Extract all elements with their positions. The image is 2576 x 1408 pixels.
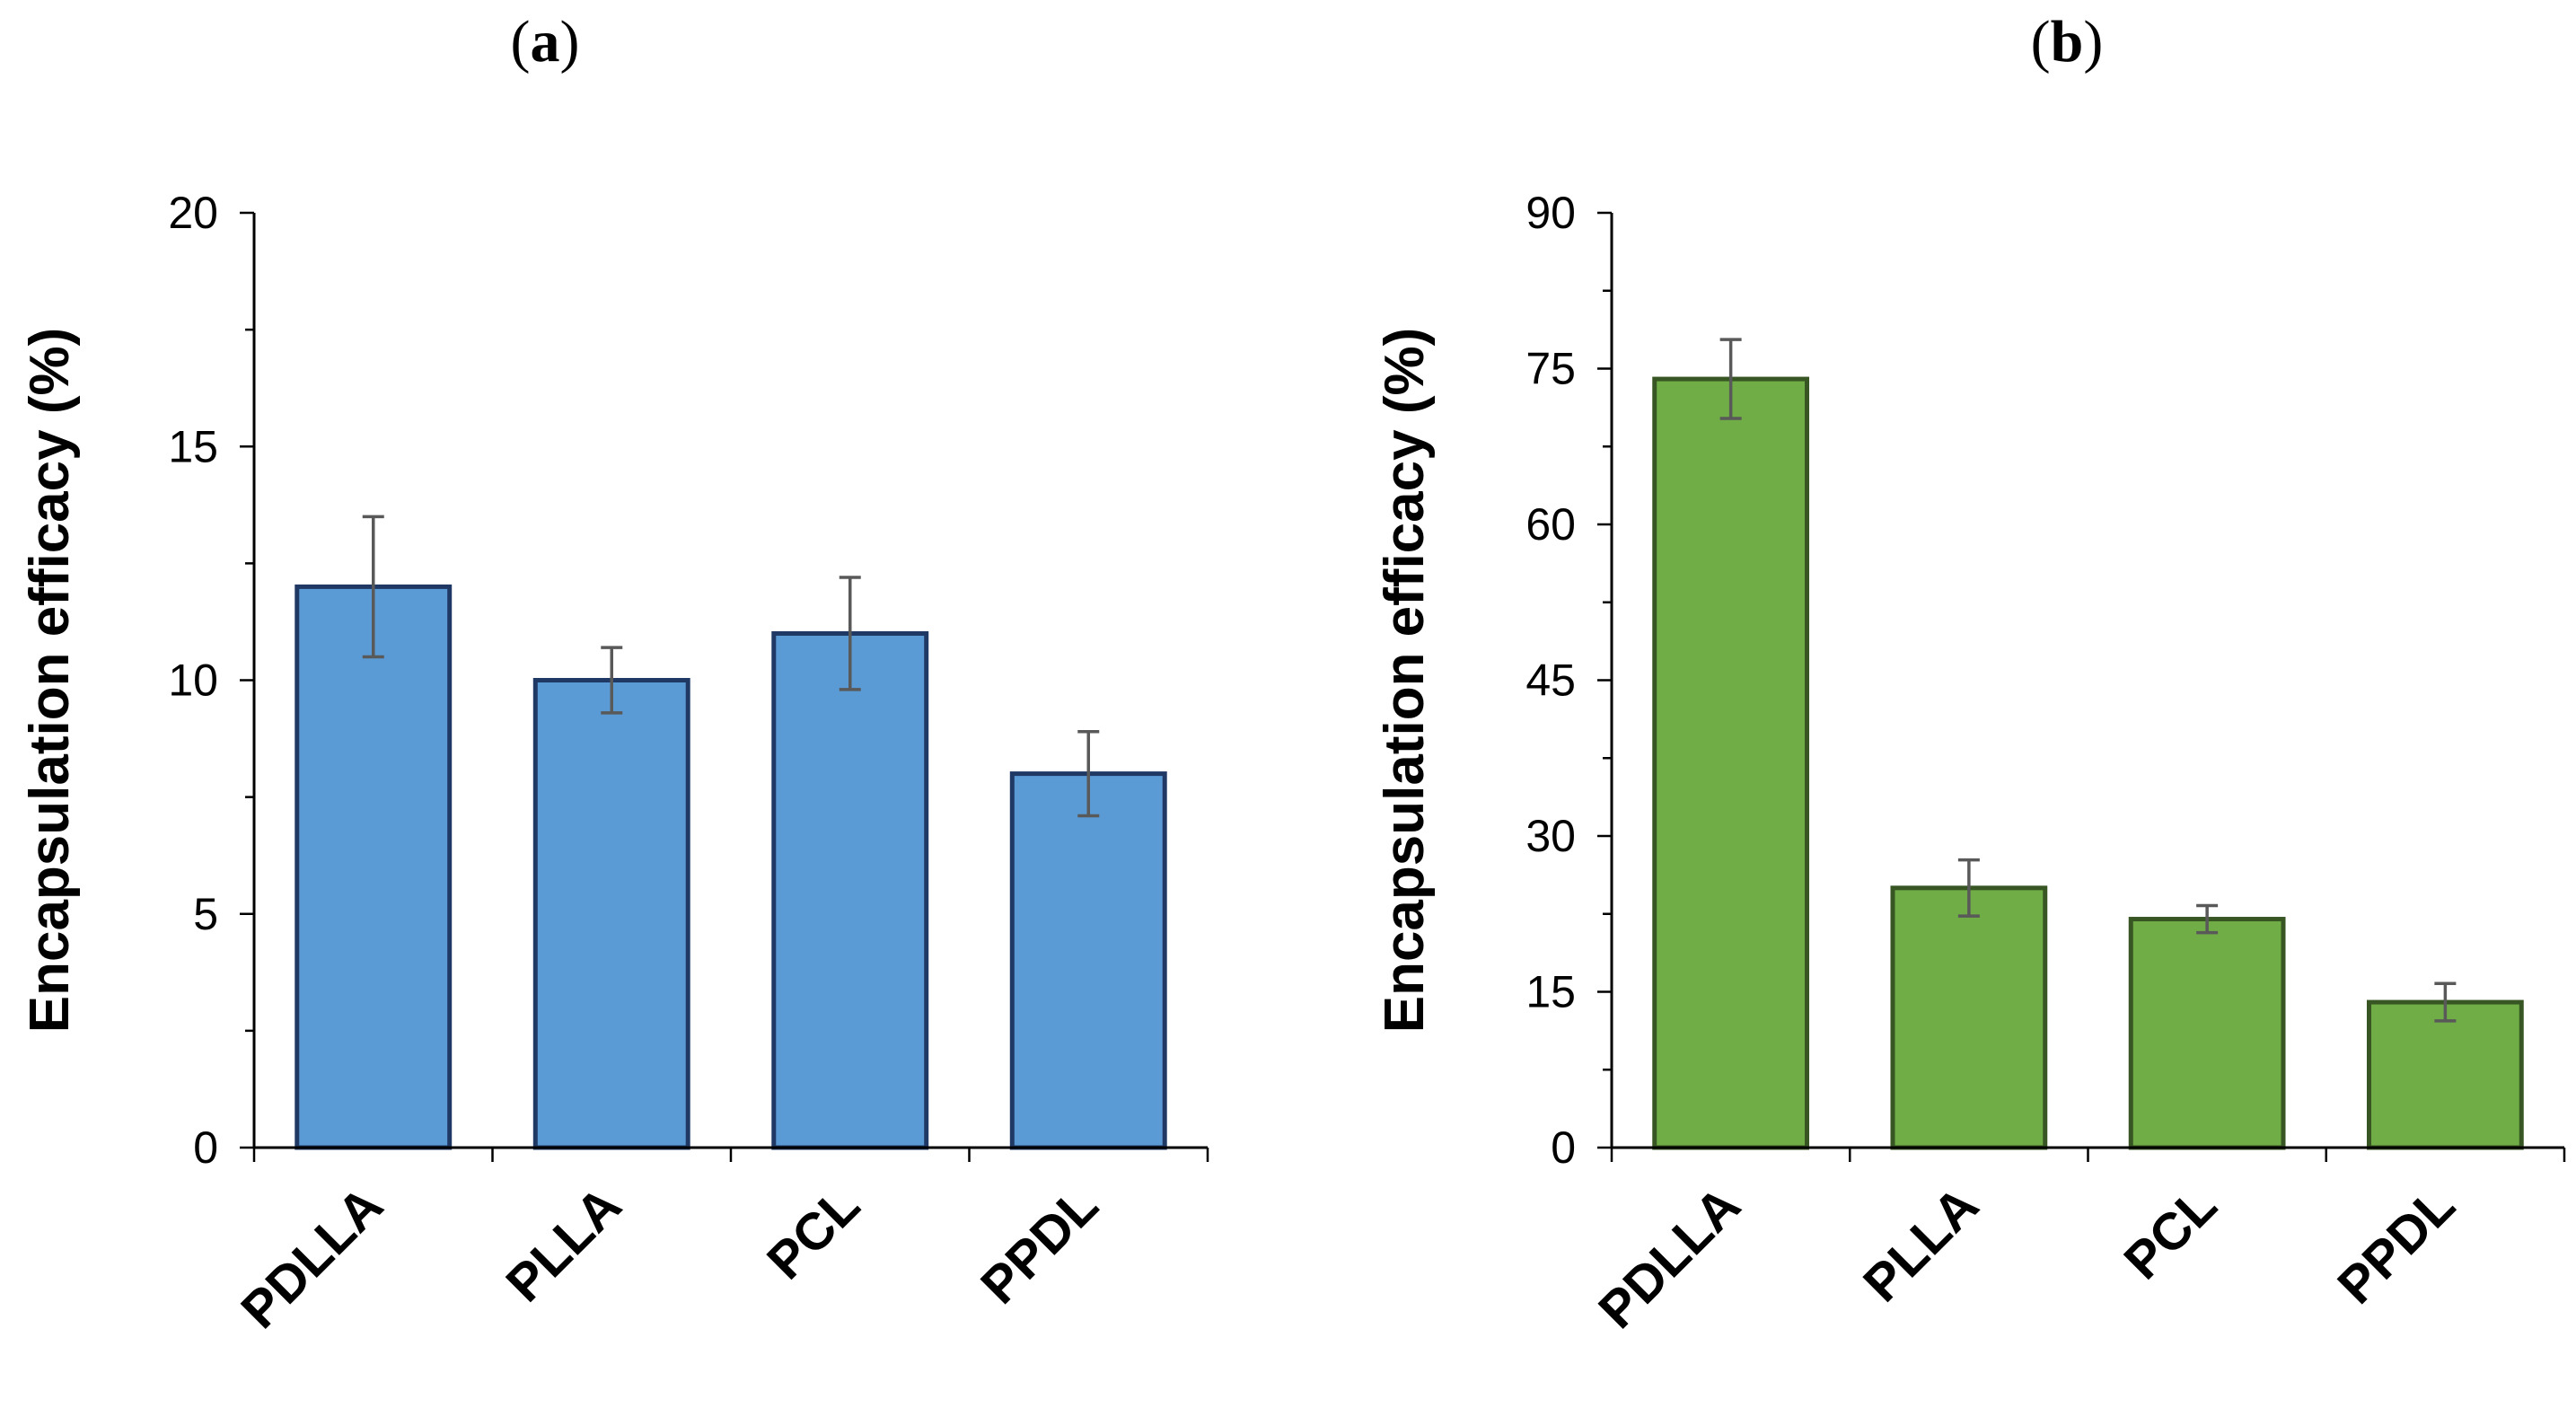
y-tick-label: 30 [1525,811,1576,861]
error-bar-plla [601,646,623,715]
y-tick-label: 10 [168,656,218,706]
y-tick-label: 20 [168,188,218,238]
x-category-label: PPDL [970,1175,1109,1315]
bar-ppdl [2366,999,2524,1150]
y-axis-title: Encapsulation efficacy (%) [19,328,81,1034]
y-tick-label: 5 [193,889,218,939]
y-tick-label: 15 [1525,967,1576,1017]
y-tick-label: 60 [1525,499,1576,550]
error-bar-pdlla [1719,338,1742,420]
y-tick-label: 45 [1525,656,1576,706]
panel-b-label: (b) [2031,9,2104,75]
error-bar-ppdl [2434,981,2457,1023]
error-bar-pcl [839,576,861,691]
bar-plla [1890,885,2048,1150]
bar-pcl [771,630,929,1150]
x-category-label: PLLA [495,1175,632,1313]
error-bar-plla [1957,858,1980,918]
panel-a-label: (a) [511,9,580,75]
panel-b-chart: (b) Encapsulation efficacy (%) 0 15 30 45 60 75… [1374,9,2566,1340]
bar-pcl [2128,917,2286,1150]
x-category-label: PDLLA [230,1175,394,1340]
error-bar-pdlla [362,515,384,659]
x-category-label: PCL [756,1175,871,1290]
error-bar-pcl [2196,903,2219,935]
y-tick-label: 75 [1525,344,1576,394]
y-tick-label: 0 [1551,1122,1576,1173]
bar-pdlla [1652,376,1810,1150]
bar-ppdl [1009,771,1167,1150]
y-tick-label: 15 [168,421,218,471]
x-category-label: PPDL [2326,1175,2466,1315]
x-category-label: PLLA [1852,1175,1990,1313]
y-axis-title: Encapsulation efficacy (%) [1374,328,1436,1034]
x-category-label: PCL [2113,1175,2228,1290]
bar-plla [532,678,690,1150]
x-category-label: PDLLA [1587,1175,1752,1340]
y-tick-label: 90 [1525,188,1576,238]
bar-pdlla [295,584,453,1150]
panel-a-chart: (a) Encapsulation efficacy (%) 0 5 10 15 20 PDL… [19,9,1209,1340]
error-bar-ppdl [1077,730,1100,818]
y-tick-label: 0 [193,1122,218,1173]
